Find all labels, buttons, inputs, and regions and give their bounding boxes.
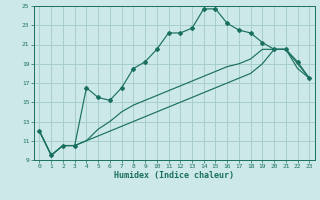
X-axis label: Humidex (Indice chaleur): Humidex (Indice chaleur)	[114, 171, 234, 180]
